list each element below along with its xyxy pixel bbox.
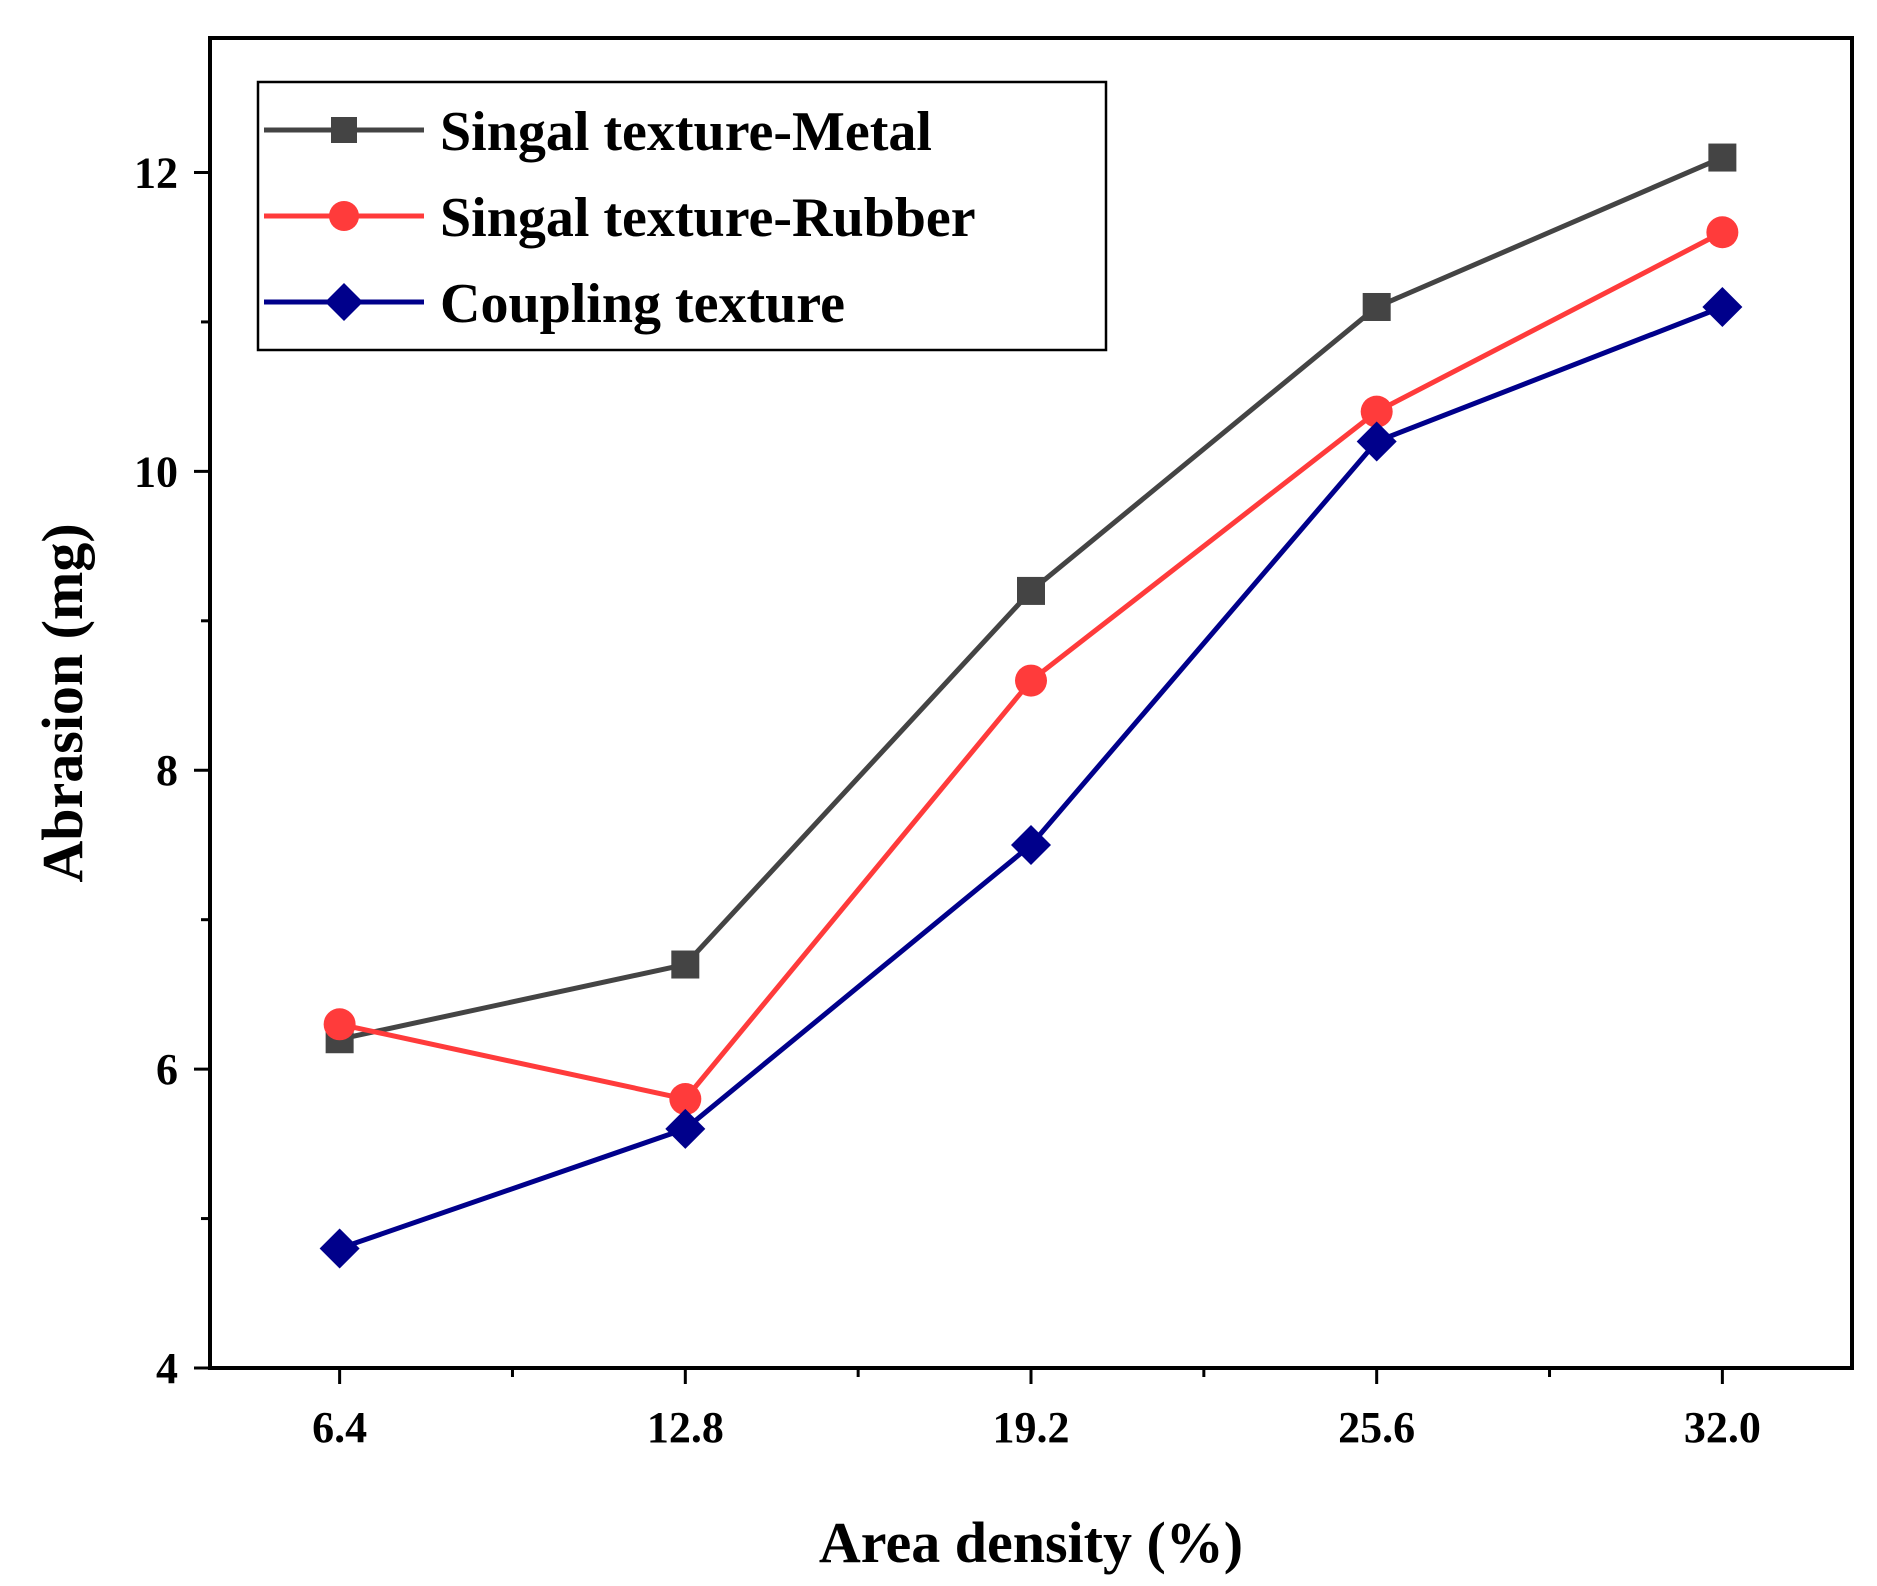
legend-label: Coupling texture (440, 273, 845, 335)
diamond-marker (1356, 421, 1397, 462)
y-tick-label: 8 (156, 746, 178, 795)
square-marker (331, 117, 357, 143)
circle-marker (669, 1083, 702, 1116)
y-tick-label: 6 (156, 1045, 178, 1094)
square-marker (671, 950, 700, 979)
diamond-marker (1702, 286, 1743, 327)
x-tick-label: 32.0 (1684, 1403, 1761, 1452)
series-3 (319, 286, 1743, 1269)
legend-item: Coupling texture (264, 273, 845, 335)
legend: Singal texture-Metal Singal texture-Rubbe… (256, 80, 1108, 352)
x-axis-title: Area density (%) (819, 1510, 1243, 1575)
circle-marker (1360, 395, 1393, 428)
legend-label: Singal texture-Metal (440, 101, 932, 163)
legend-label: Singal texture-Rubber (440, 187, 976, 249)
y-tick-label: 10 (134, 447, 178, 496)
x-tick-label: 25.6 (1338, 1403, 1415, 1452)
square-marker (1362, 292, 1391, 321)
axes: 6.4 12.8 19.2 25.6 32.0 4 6 8 10 12 (134, 148, 1761, 1452)
diamond-marker (325, 283, 363, 321)
square-marker (1708, 143, 1737, 172)
y-axis-title: Abrasion (mg) (30, 523, 95, 882)
legend-item: Singal texture-Rubber (264, 187, 976, 249)
y-tick-label: 4 (156, 1344, 178, 1393)
circle-marker (323, 1008, 356, 1041)
series-1 (325, 143, 1737, 1054)
series-layer (319, 143, 1743, 1269)
circle-marker (329, 201, 359, 231)
square-marker (1017, 576, 1045, 605)
x-tick-label: 6.4 (312, 1403, 367, 1452)
diamond-marker (319, 1228, 360, 1269)
y-tick-label: 12 (134, 148, 178, 197)
diamond-marker (1011, 824, 1051, 865)
series-2 (323, 216, 1739, 1116)
series-line (338, 304, 1724, 1251)
diamond-marker (665, 1108, 706, 1149)
x-tick-label: 19.2 (993, 1403, 1070, 1452)
circle-marker (1706, 216, 1739, 249)
circle-marker (1015, 664, 1047, 697)
legend-item: Singal texture-Metal (264, 101, 932, 163)
x-tick-label: 12.8 (647, 1403, 724, 1452)
